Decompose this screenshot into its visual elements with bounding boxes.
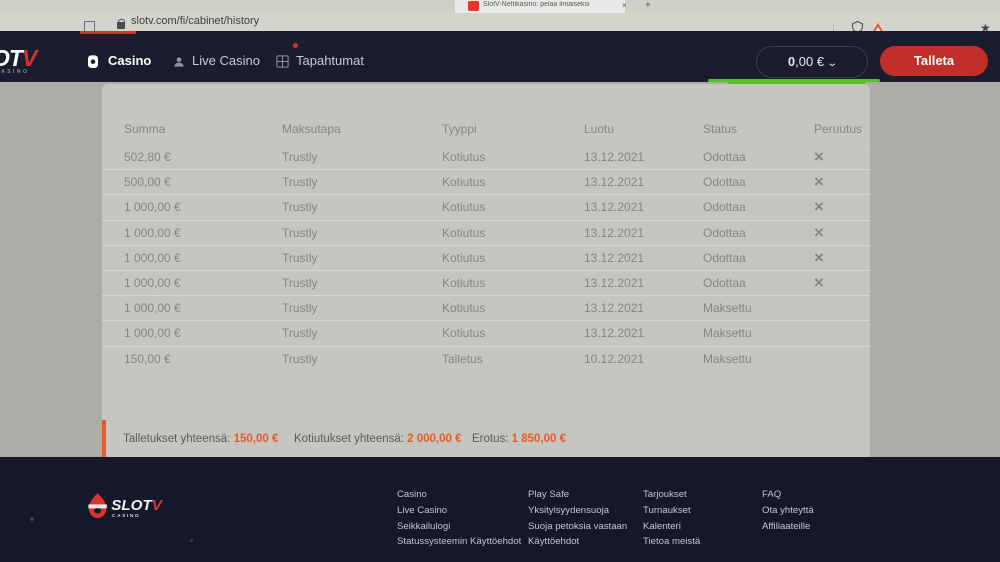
svg-text:CASINO: CASINO: [112, 513, 140, 519]
svg-text:SLOTV: SLOTV: [111, 497, 164, 514]
